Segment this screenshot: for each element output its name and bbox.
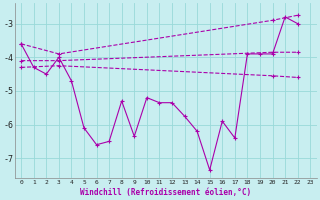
X-axis label: Windchill (Refroidissement éolien,°C): Windchill (Refroidissement éolien,°C): [80, 188, 251, 197]
